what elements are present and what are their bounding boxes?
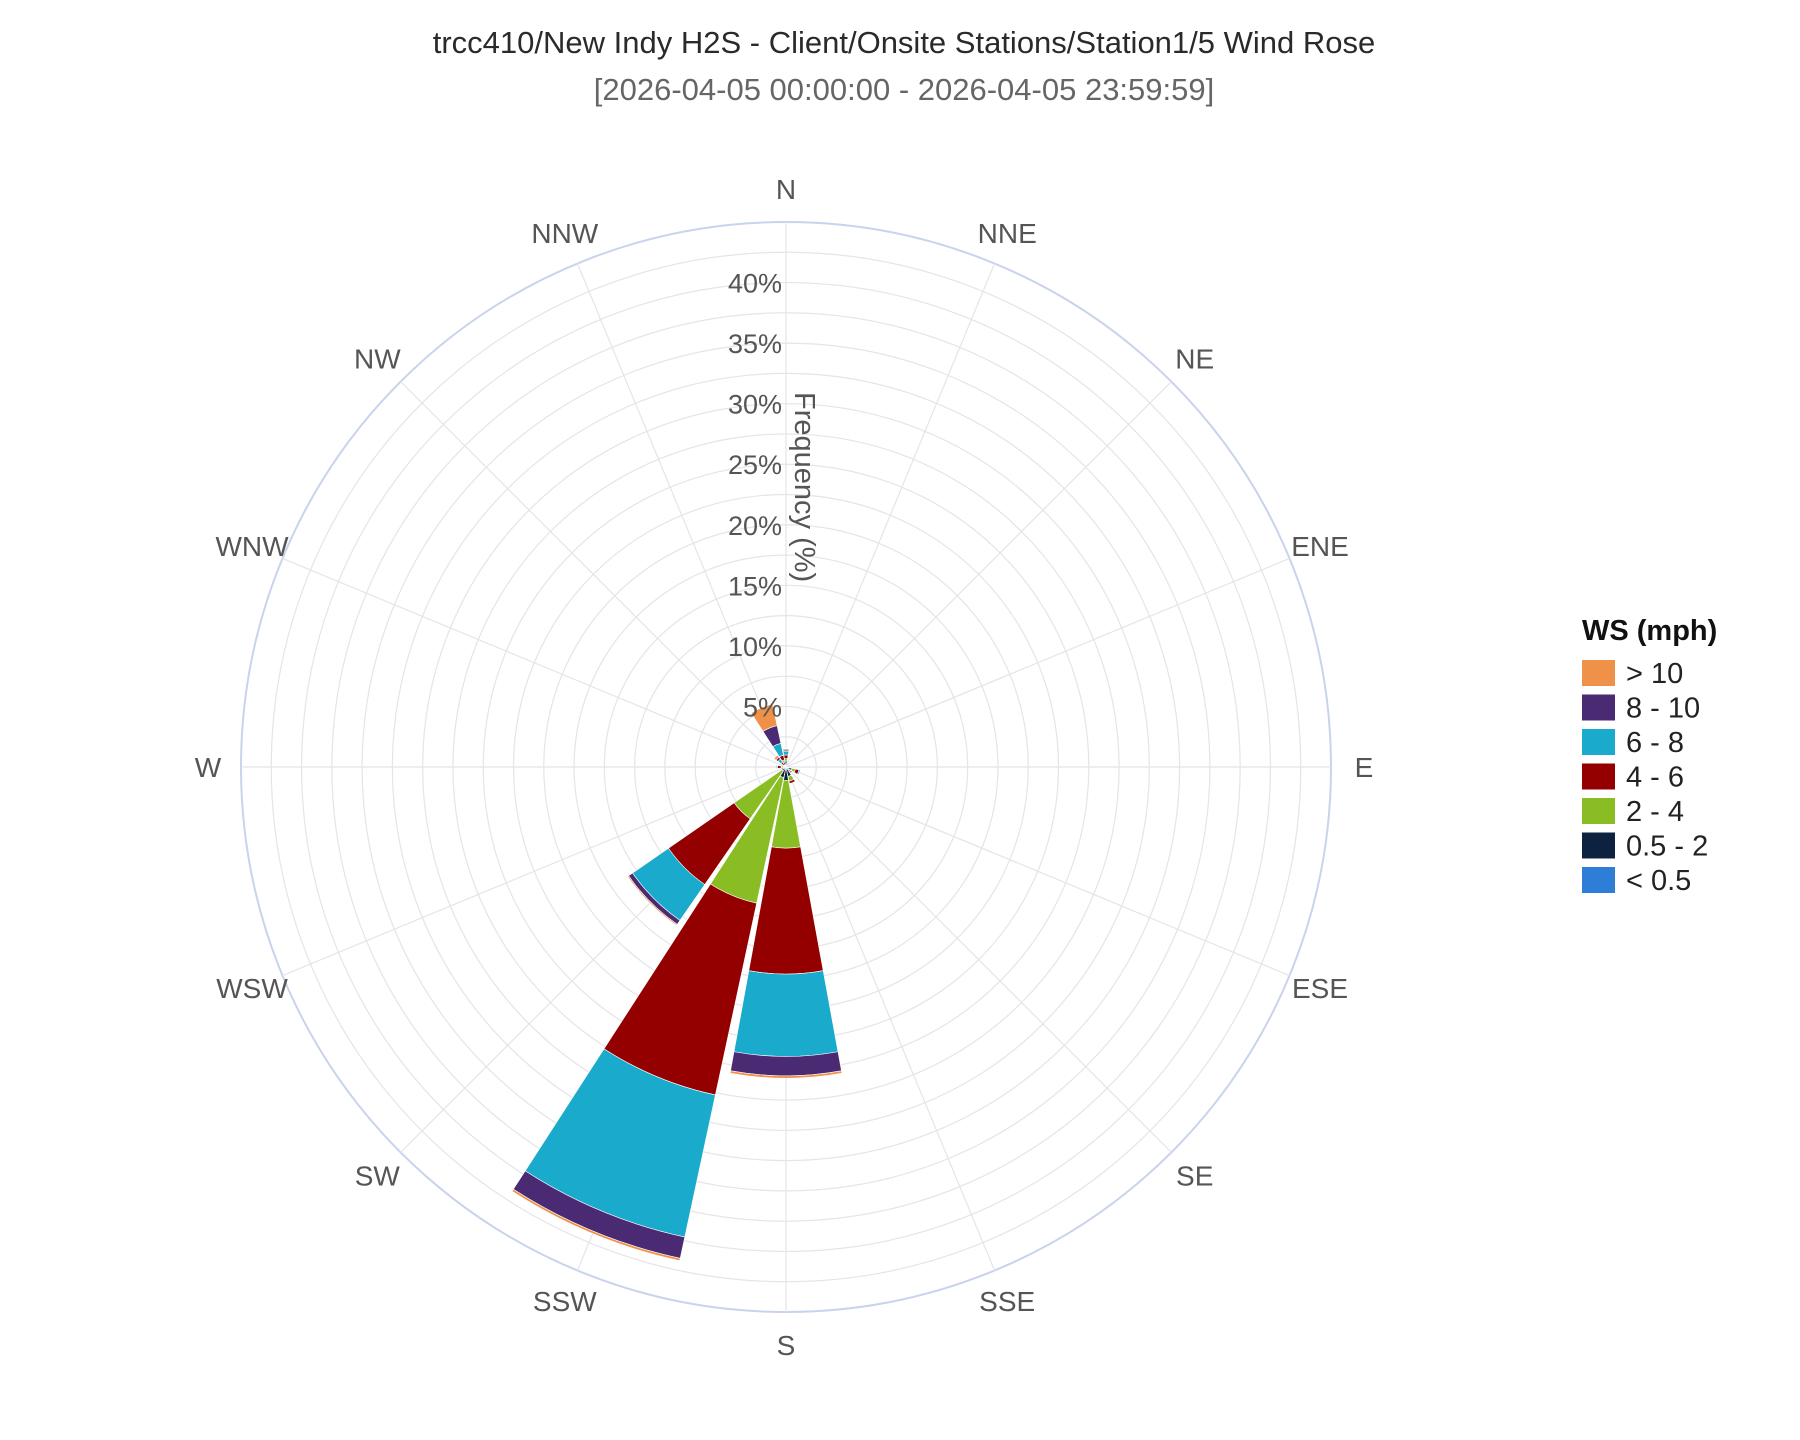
legend-item-label: 8 - 10 xyxy=(1626,693,1700,725)
wedge-N-4-6 xyxy=(783,754,789,760)
grid-spoke xyxy=(785,263,996,768)
grid-spoke xyxy=(785,766,996,1271)
grid-spoke xyxy=(282,557,787,768)
legend-item-label: > 10 xyxy=(1626,658,1683,690)
direction-label-ENE: ENE xyxy=(1291,531,1349,562)
legend-swatch xyxy=(1582,660,1615,686)
legend-swatch xyxy=(1582,694,1615,721)
wedge-W-6-8 xyxy=(776,764,779,770)
wedge-S-10 xyxy=(729,1070,843,1079)
legend-swatch xyxy=(1582,867,1615,893)
legend-item-label: 6 - 8 xyxy=(1626,727,1684,759)
radial-tick-label: 10% xyxy=(728,632,782,662)
grid-spoke xyxy=(282,766,787,977)
direction-label-SW: SW xyxy=(355,1161,401,1192)
legend: WS (mph) > 108 - 106 - 84 - 62 - 40.5 - … xyxy=(1582,615,1717,897)
legend-swatch xyxy=(1582,729,1615,755)
radial-tick-label: 20% xyxy=(728,511,782,541)
radial-tick-label: 15% xyxy=(728,571,782,601)
legend-item-label: < 0.5 xyxy=(1626,865,1691,897)
radial-tick-label: 40% xyxy=(728,269,782,299)
direction-label-S: S xyxy=(777,1330,796,1361)
direction-label-E: E xyxy=(1355,752,1374,783)
wedge-W-2-4 xyxy=(780,765,784,769)
wedge-N-6-8 xyxy=(782,750,790,756)
wedge-N-10 xyxy=(782,748,790,751)
grid-spoke xyxy=(785,766,1172,1153)
polar-grid xyxy=(240,221,1332,1313)
direction-label-SSE: SSE xyxy=(979,1286,1035,1317)
direction-label-NE: NE xyxy=(1175,343,1214,374)
grid-spoke xyxy=(785,766,1290,977)
wedge-ESE-6-8 xyxy=(796,769,801,776)
wedge-NNW-10 xyxy=(750,703,778,732)
legend-item-label: 0.5 - 2 xyxy=(1626,831,1708,863)
legend-swatch xyxy=(1582,763,1615,790)
legend-item-label: 2 - 4 xyxy=(1626,796,1684,828)
chart-title: trcc410/New Indy H2S - Client/Onsite Sta… xyxy=(433,25,1376,60)
grid-spoke xyxy=(400,381,787,768)
direction-label-NW: NW xyxy=(354,343,401,374)
legend-swatch xyxy=(1582,798,1615,824)
direction-label-SE: SE xyxy=(1176,1161,1213,1192)
grid-spoke xyxy=(785,381,1172,768)
wind-rose-bars xyxy=(511,703,843,1262)
direction-label-ESE: ESE xyxy=(1292,973,1348,1004)
radial-tick-labels: 5% 10% 15% 20% 25% 30% 35% 40% xyxy=(728,269,782,723)
radial-axis-label: Frequency (%) xyxy=(788,392,820,582)
radial-tick-label: 5% xyxy=(743,692,782,722)
radial-tick-label: 35% xyxy=(728,329,782,359)
wedge-S-6-8 xyxy=(733,970,839,1057)
direction-label-N: N xyxy=(776,174,796,205)
radial-tick-label: 25% xyxy=(728,450,782,480)
wedge-SSW-10 xyxy=(511,1188,681,1262)
direction-labels: N NNE NE ENE E ESE SE SSE S SSW SW WSW W WNW NW NNW xyxy=(195,174,1374,1361)
direction-label-NNE: NNE xyxy=(978,218,1037,249)
direction-label-SSW: SSW xyxy=(533,1286,597,1317)
legend-swatch xyxy=(1582,832,1615,859)
direction-label-WSW: WSW xyxy=(216,973,288,1004)
chart-subtitle: [2026-04-05 00:00:00 - 2026-04-05 23:59:… xyxy=(594,72,1214,107)
direction-label-WNW: WNW xyxy=(215,531,289,562)
wedge-W-4-6 xyxy=(777,765,782,769)
grid-spoke xyxy=(576,263,787,768)
wedge-NW-10 xyxy=(773,754,780,761)
grid-spoke xyxy=(785,557,1290,768)
radial-tick-label: 30% xyxy=(728,390,782,420)
direction-label-W: W xyxy=(195,752,222,783)
legend-title: WS (mph) xyxy=(1582,615,1717,647)
legend-item-label: 4 - 6 xyxy=(1626,762,1684,794)
direction-label-NNW: NNW xyxy=(531,218,598,249)
wedge-SSE-4-6 xyxy=(788,778,796,784)
wedge-SW-10 xyxy=(627,875,678,926)
